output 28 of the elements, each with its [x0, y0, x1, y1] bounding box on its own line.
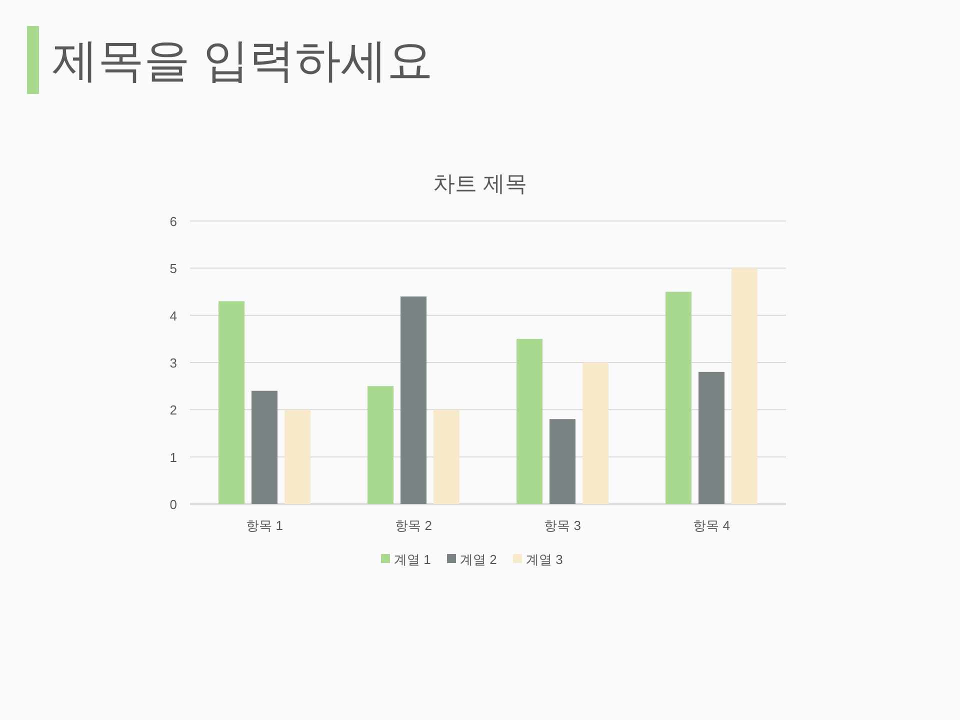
bar [284, 410, 310, 504]
bar [516, 338, 542, 504]
bar [732, 268, 758, 504]
y-tick-label: 2 [170, 402, 177, 418]
x-tick-label: 항목 1 [246, 518, 283, 533]
y-tick-label: 5 [170, 261, 177, 276]
bar [218, 301, 244, 504]
legend-label: 계열 2 [460, 552, 497, 567]
bar [368, 386, 394, 504]
bar [666, 292, 692, 504]
bar [434, 410, 460, 504]
y-tick-label: 0 [170, 497, 177, 512]
y-tick-label: 1 [170, 450, 177, 465]
y-tick-label: 6 [170, 214, 177, 229]
x-tick-label: 항목 4 [693, 518, 730, 533]
bar [400, 296, 426, 504]
bar [252, 390, 278, 504]
chart-title: 제목을 입력하세요 [52, 34, 433, 86]
bar [550, 419, 576, 504]
bar [698, 372, 724, 504]
x-tick-label: 항목 3 [544, 518, 581, 533]
y-tick-label: 4 [170, 308, 177, 324]
legend-label: 계열 1 [394, 552, 431, 567]
bar [582, 362, 608, 504]
legend-label: 계열 3 [526, 552, 563, 567]
y-tick-label: 3 [170, 356, 177, 370]
x-tick-label: 항목 2 [395, 518, 432, 533]
chart-subtitle: 차트 제목 [432, 171, 528, 196]
